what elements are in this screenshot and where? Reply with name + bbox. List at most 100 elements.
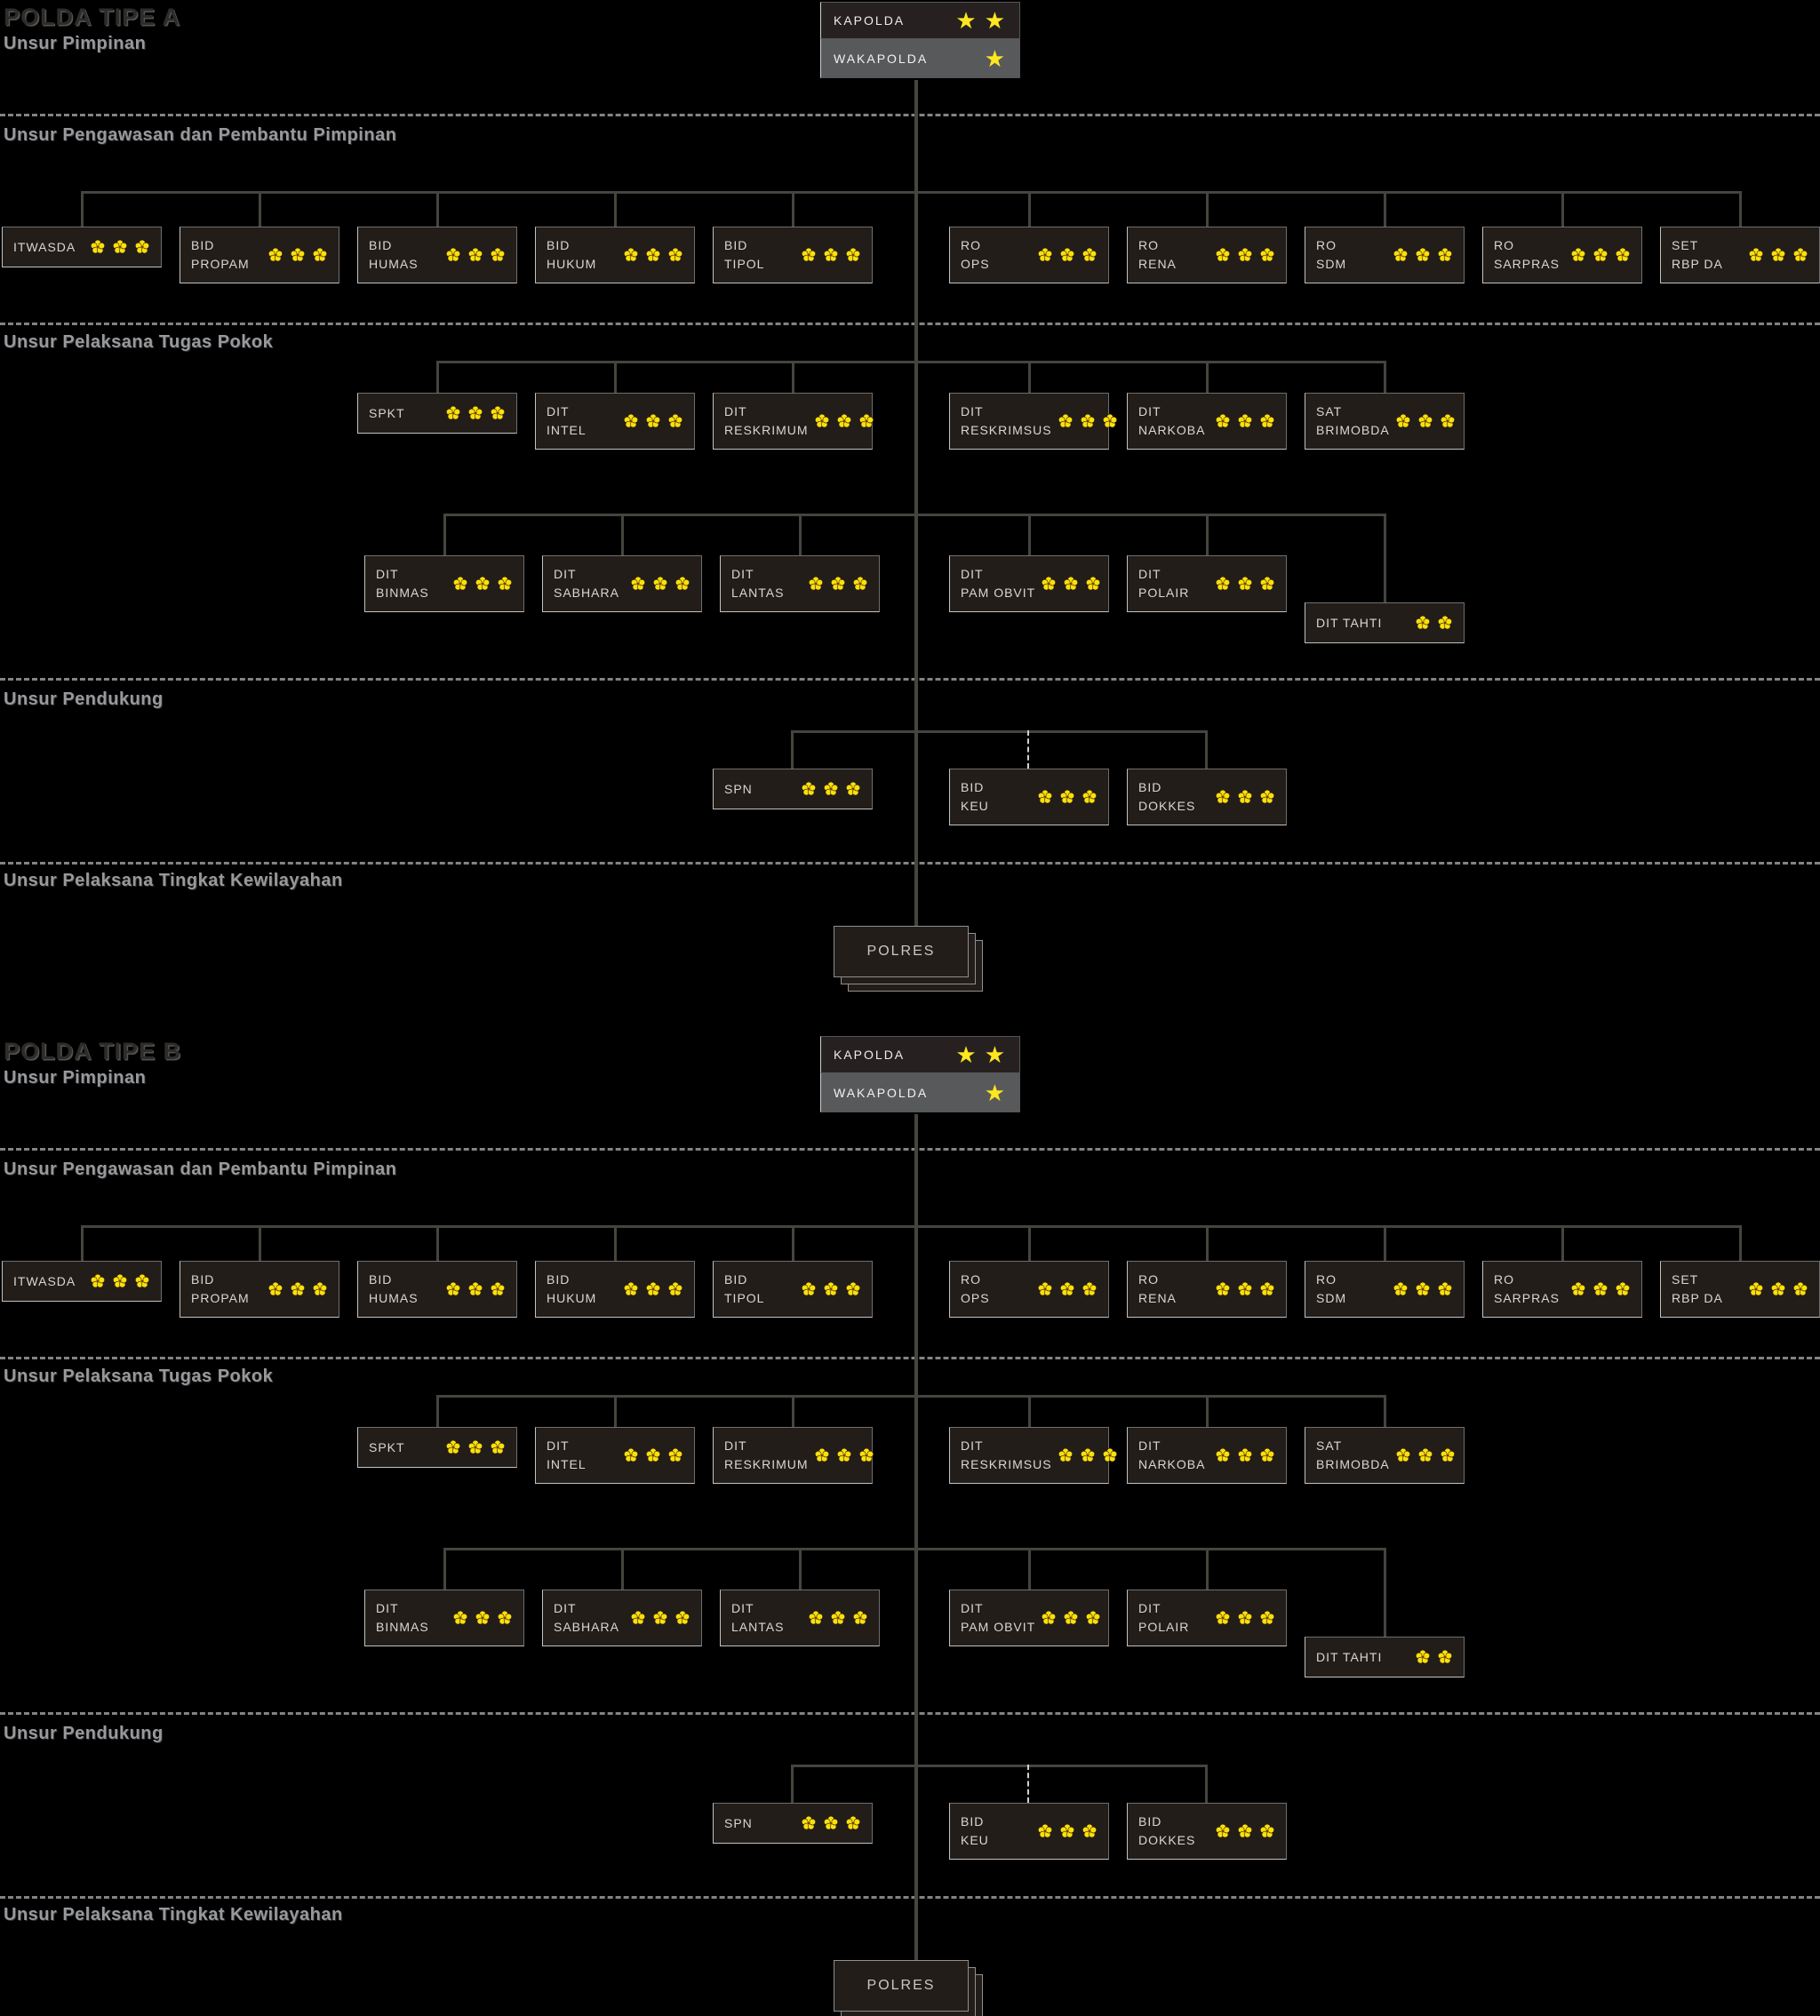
- unsur-header-kewilayahan: Unsur Pelaksana Tingkat Kewilayahan: [4, 1905, 343, 1924]
- node-label-line: NARKOBA: [1138, 423, 1206, 437]
- melati-flower-icon: [1259, 247, 1275, 263]
- node-label-line: NARKOBA: [1138, 1457, 1206, 1471]
- connector-line: [1205, 730, 1208, 769]
- melati-flower-icon: [1058, 1447, 1074, 1463]
- melati-flower-icon: [1037, 1281, 1053, 1297]
- org-node-dit-polair: DIT POLAIR: [1127, 1590, 1287, 1646]
- org-node-dit-reskrimsus: DIT RESKRIMSUS: [949, 1427, 1117, 1484]
- insignia-row: [1395, 1447, 1456, 1463]
- insignia-row: ★ ★: [955, 1043, 1007, 1066]
- melati-flower-icon: [1415, 1281, 1431, 1297]
- melati-flower-icon: [1237, 789, 1253, 805]
- melati-flower-icon: [497, 576, 513, 592]
- melati-flower-icon: [836, 413, 852, 429]
- connector-line: [799, 514, 802, 555]
- insignia-row: [1215, 247, 1275, 263]
- node-label: DIT BINMAS: [376, 1599, 429, 1637]
- melati-flower-icon: [290, 247, 306, 263]
- unsur-header-kewilayahan: Unsur Pelaksana Tingkat Kewilayahan: [4, 871, 343, 890]
- connector-line: [614, 191, 617, 227]
- kapolda-wakapolda-box: KAPOLDA ★ ★ WAKAPOLDA ★: [820, 1036, 1020, 1112]
- node-label-line: HUKUM: [547, 1291, 597, 1305]
- connector-line: [792, 730, 1206, 733]
- kapolda-box-label: KAPOLDA: [834, 1048, 906, 1062]
- node-label-line: RO: [1316, 238, 1337, 252]
- node-label-line: DIT: [731, 1601, 754, 1615]
- kapolda-box: KAPOLDA ★ ★: [820, 2, 1020, 39]
- node-label-line: SPKT: [369, 1439, 405, 1454]
- connector-line: [1206, 191, 1209, 227]
- melati-flower-icon: [830, 1610, 846, 1626]
- connector-line: [621, 1548, 624, 1590]
- kapolda-box: KAPOLDA ★ ★: [820, 1036, 1020, 1073]
- connector-line: [443, 1548, 446, 1590]
- melati-flower-icon: [134, 239, 150, 255]
- connector-line: [1028, 1225, 1031, 1261]
- dashed-separator: [0, 1148, 1820, 1151]
- node-label-line: SET: [1672, 238, 1699, 252]
- org-node-sat-brimobda: SAT BRIMOBDA: [1305, 393, 1465, 450]
- node-label: DIT RESKRIMSUS: [961, 402, 1052, 440]
- melati-flower-icon: [675, 576, 690, 592]
- melati-flower-icon: [1080, 413, 1096, 429]
- melati-flower-icon: [1058, 413, 1074, 429]
- node-label-line: BID: [961, 780, 985, 794]
- connector-line: [82, 1225, 1740, 1228]
- connector-line: [1028, 1548, 1031, 1590]
- insignia-row: [1037, 1281, 1098, 1297]
- melati-flower-icon: [1415, 247, 1431, 263]
- kapolda-box-label: KAPOLDA: [834, 13, 906, 28]
- melati-flower-icon: [1085, 576, 1101, 592]
- polres-label: POLRES: [866, 944, 936, 959]
- melati-flower-icon: [814, 413, 830, 429]
- melati-flower-icon: [823, 1815, 839, 1831]
- melati-flower-icon: [667, 413, 683, 429]
- melati-flower-icon: [1041, 1610, 1057, 1626]
- node-label-line: SABHARA: [554, 586, 619, 600]
- melati-flower-icon: [630, 576, 646, 592]
- org-node-dit-binmas: DIT BINMAS: [364, 1590, 524, 1646]
- node-label: DIT INTEL: [547, 1437, 587, 1474]
- node-label-line: DIT: [961, 404, 984, 418]
- melati-flower-icon: [467, 405, 483, 421]
- insignia-row: [1215, 1447, 1275, 1463]
- connector-line: [1027, 1765, 1029, 1803]
- node-label-line: POLAIR: [1138, 586, 1190, 600]
- connector-line: [621, 514, 624, 555]
- org-node-ro-ops: RO OPS: [949, 227, 1109, 283]
- dashed-separator: [0, 862, 1820, 865]
- melati-flower-icon: [1259, 789, 1275, 805]
- melati-flower-icon: [836, 1447, 852, 1463]
- org-node-set-rbp-da: SET RBP DA: [1660, 227, 1820, 283]
- melati-flower-icon: [112, 1273, 128, 1289]
- melati-flower-icon: [1085, 1610, 1101, 1626]
- node-label: DIT INTEL: [547, 402, 587, 440]
- org-node-dit-pam-obvit: DIT PAM OBVIT: [949, 555, 1109, 612]
- insignia-row: [1037, 789, 1098, 805]
- melati-flower-icon: [490, 247, 506, 263]
- node-label-line: BRIMOBDA: [1316, 423, 1390, 437]
- node-label: DIT SABHARA: [554, 565, 619, 602]
- wakapolda-box: WAKAPOLDA ★: [820, 1073, 1020, 1112]
- node-label: BID DOKKES: [1138, 1813, 1195, 1850]
- insignia-row: [814, 413, 874, 429]
- node-label-line: OPS: [961, 257, 990, 271]
- node-label: DIT LANTAS: [731, 1599, 784, 1637]
- polres-box: POLRES: [834, 1960, 969, 2012]
- node-label: DIT TAHTI: [1316, 614, 1382, 633]
- node-label: SAT BRIMOBDA: [1316, 1437, 1390, 1474]
- insignia-row: [1058, 413, 1118, 429]
- melati-flower-icon: [1440, 413, 1456, 429]
- node-label-line: TIPOL: [724, 257, 765, 271]
- connector-line: [1206, 361, 1209, 393]
- melati-flower-icon: [1259, 576, 1275, 592]
- node-label-line: BID: [724, 238, 748, 252]
- melati-flower-icon: [1059, 1823, 1075, 1839]
- star-icon: ★: [984, 1079, 1007, 1106]
- melati-flower-icon: [267, 247, 283, 263]
- dashed-separator: [0, 114, 1820, 116]
- melati-flower-icon: [445, 405, 461, 421]
- node-label: RO OPS: [961, 1271, 990, 1308]
- melati-flower-icon: [467, 1439, 483, 1455]
- node-label-line: RENA: [1138, 257, 1177, 271]
